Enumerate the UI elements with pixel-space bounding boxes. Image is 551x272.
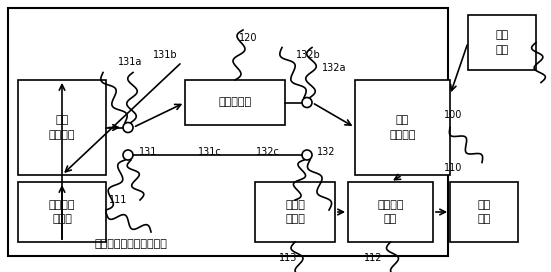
Text: 收发合路
单元: 收发合路 单元 [377, 200, 404, 224]
Text: 131: 131 [139, 147, 157, 157]
Text: 132: 132 [317, 147, 335, 157]
Bar [450, 182, 518, 242]
Bar [185, 80, 285, 125]
Text: 110: 110 [444, 163, 462, 173]
Text: 待测
光纤: 待测 光纤 [477, 200, 490, 224]
Text: 131b: 131b [153, 50, 177, 60]
Text: 主控
制器: 主控 制器 [495, 30, 509, 55]
Bar [255, 182, 335, 242]
Bar [348, 182, 433, 242]
Text: 131a: 131a [118, 57, 142, 67]
Text: 112: 112 [364, 253, 382, 263]
Text: 131c: 131c [198, 147, 222, 157]
Text: 分布式光纤声波传感装置: 分布式光纤声波传感装置 [95, 239, 168, 249]
Text: 113: 113 [279, 253, 297, 263]
Text: 扰偏器单元: 扰偏器单元 [218, 97, 252, 107]
Bar [468, 15, 536, 70]
Bar [18, 80, 106, 175]
Text: 100: 100 [444, 110, 462, 120]
Text: 光信号发
生电路: 光信号发 生电路 [48, 200, 75, 224]
Text: 132b: 132b [296, 50, 320, 60]
Text: 第二
光电开关: 第二 光电开关 [389, 115, 416, 140]
Text: 111: 111 [109, 195, 127, 205]
Text: 132c: 132c [256, 147, 280, 157]
Text: 120: 120 [239, 33, 257, 43]
Bar [18, 182, 106, 242]
Bar [8, 8, 448, 256]
Text: 第一
光电开关: 第一 光电开关 [48, 115, 75, 140]
Bar [355, 80, 450, 175]
Text: 光纤探
测电路: 光纤探 测电路 [285, 200, 305, 224]
Text: 132a: 132a [322, 63, 346, 73]
